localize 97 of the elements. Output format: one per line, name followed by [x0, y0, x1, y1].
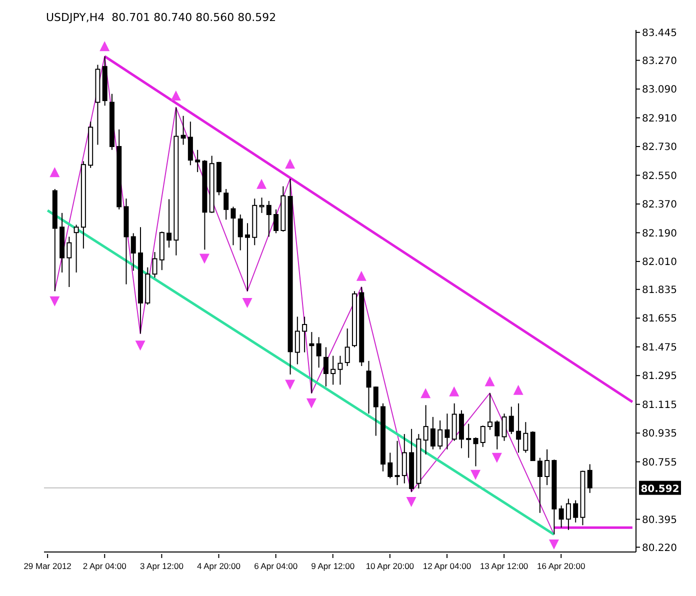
candlestick: [402, 434, 407, 484]
point: [256, 178, 267, 189]
candlestick: [230, 206, 236, 246]
candlestick: [480, 425, 486, 448]
candlestick: [323, 346, 328, 387]
candlestick: [224, 188, 229, 220]
point: [285, 380, 296, 390]
candlestick: [508, 406, 514, 435]
candlestick: [338, 355, 343, 386]
x-tick-label: 9 Apr 12:00: [311, 561, 355, 571]
y-tick-label: 82.550: [642, 170, 677, 182]
y-tick-label: 80.755: [642, 457, 677, 468]
y-tick-label: 83.090: [642, 84, 677, 96]
y-tick-label: 82.910: [642, 113, 677, 124]
point: [242, 298, 252, 308]
point: [492, 452, 502, 463]
y-tick-label: 80.935: [642, 428, 677, 440]
candlestick: [259, 197, 264, 214]
chart-title: USDJPY,H4 80.701 80.740 80.560 80.592: [46, 11, 276, 24]
candlestick: [423, 404, 428, 455]
x-tick-label: 4 Apr 20:00: [197, 561, 241, 571]
candlestick: [466, 423, 472, 458]
y-tick-label: 82.010: [642, 257, 677, 268]
point: [306, 398, 316, 408]
y-tick-label: 80.395: [642, 514, 677, 526]
point: [513, 384, 524, 395]
candlestick: [516, 402, 522, 454]
y-tick-label: 82.370: [642, 200, 677, 211]
y-tick-label: 81.295: [642, 371, 677, 382]
candlestick: [388, 452, 393, 479]
point: [170, 90, 181, 100]
candlestick: [523, 422, 528, 454]
candlestick: [544, 448, 550, 486]
candlestick: [394, 440, 400, 486]
point: [470, 470, 481, 480]
y-tick-label: 81.475: [642, 342, 677, 354]
point: [406, 497, 416, 508]
x-tick-label: 29 Mar 2012: [24, 561, 72, 571]
x-tick-label: 6 Apr 04:00: [254, 561, 298, 571]
x-tick-label: 10 Apr 20:00: [366, 561, 414, 571]
candlestick: [294, 316, 300, 365]
point: [135, 340, 146, 351]
y-tick-label: 83.270: [642, 56, 677, 67]
y-tick-label: 83.445: [642, 28, 677, 39]
candlestick: [558, 505, 564, 528]
candlestick: [566, 498, 571, 530]
candlestick: [152, 252, 158, 278]
candlestick: [316, 336, 322, 368]
candlestick: [438, 420, 443, 450]
candlestick: [66, 236, 72, 288]
candlestick: [502, 413, 507, 442]
y-tick-label: 81.655: [642, 314, 677, 325]
point: [50, 296, 60, 306]
candlestick: [366, 360, 372, 414]
point: [285, 158, 296, 169]
ref-line-label: 80.592: [640, 484, 680, 495]
candlestick: [309, 332, 314, 394]
candlestick: [430, 416, 436, 450]
x-tick-label: 16 Apr 20:00: [537, 561, 586, 571]
y-tick-label: 82.730: [642, 142, 677, 154]
y-tick-label: 80.220: [642, 542, 677, 554]
candlestick: [302, 316, 308, 353]
candlestick: [373, 386, 378, 436]
point: [199, 254, 210, 264]
point: [356, 270, 366, 281]
x-tick-label: 2 Apr 04:00: [82, 561, 127, 571]
x-tick-label: 13 Apr 12:00: [480, 561, 528, 571]
candlestick: [244, 222, 250, 292]
candlestick: [444, 413, 450, 450]
candlestick: [195, 149, 200, 173]
candlestick: [473, 436, 478, 467]
candlestick: [74, 224, 79, 273]
point: [449, 386, 460, 396]
y-tick-label: 82.190: [642, 228, 677, 240]
candlestick: [344, 328, 350, 367]
candlestick: [166, 198, 172, 248]
candlestick: [130, 232, 136, 272]
candlestick: [494, 420, 500, 450]
candlestick: [180, 115, 186, 146]
x-tick-label: 3 Apr 12:00: [140, 561, 184, 571]
y-tick-label: 81.115: [642, 400, 677, 411]
candlestick: [573, 500, 578, 523]
point: [548, 539, 559, 550]
candlestick: [587, 464, 592, 494]
point: [484, 376, 495, 386]
candlestick: [238, 214, 243, 251]
candlestick: [266, 200, 272, 238]
y-tick-label: 81.835: [642, 284, 677, 296]
candlestick: [188, 121, 193, 166]
point: [100, 41, 110, 52]
x-tick-label: 12 Apr 04:00: [422, 561, 472, 571]
candlestick: [488, 392, 492, 430]
candlestick: [537, 457, 542, 514]
point: [420, 388, 431, 398]
point: [50, 167, 60, 178]
candlestick: [274, 208, 279, 234]
candlestick: [330, 355, 336, 386]
